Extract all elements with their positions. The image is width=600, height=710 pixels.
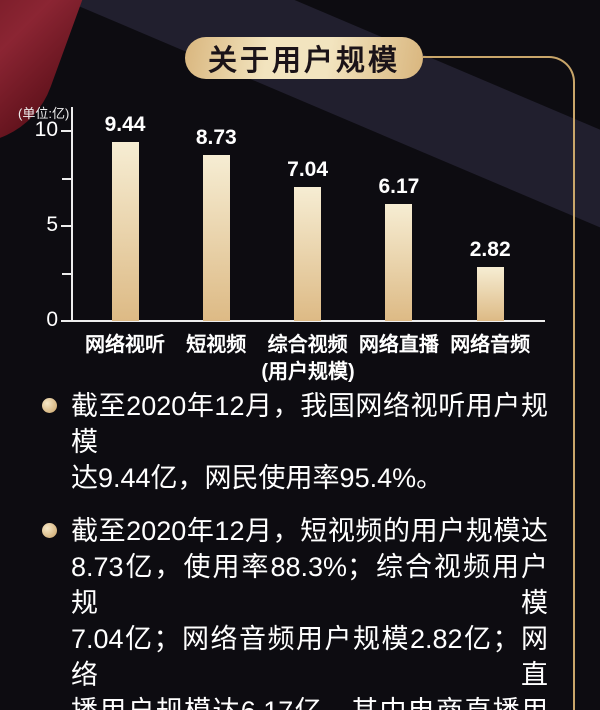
- bullet-text-line: 8.73亿，使用率88.3%；综合视频用户规模: [71, 552, 548, 618]
- gold-bullet-icon: [42, 398, 57, 413]
- section-title-pill: 关于用户规模: [185, 37, 423, 79]
- bar-value-label: 7.04: [287, 158, 329, 181]
- y-axis-tick: [61, 130, 72, 132]
- bullet-text-line: 达9.44亿，网民使用率95.4%。: [71, 463, 444, 493]
- x-axis-category-label: 短视频: [186, 334, 247, 356]
- chart-bar: [202, 155, 230, 321]
- bar-value-label: 6.17: [378, 175, 420, 198]
- chart-bar: [385, 204, 413, 321]
- x-axis-line: [71, 320, 545, 322]
- bullet-item: 截至2020年12月，我国网络视听用户规模达9.44亿，网民使用率95.4%。: [42, 388, 548, 496]
- bullet-text-line: 播用户规模达6.17亿，其中电商直播用户规: [71, 693, 548, 710]
- summary-bullets: 截至2020年12月，我国网络视听用户规模 达9.44亿，网民使用率95.4%。截…: [42, 388, 548, 710]
- chart-bar: [294, 187, 322, 321]
- bullet-item: 截至2020年12月，短视频的用户规模达 8.73亿，使用率88.3%；综合视频用…: [42, 513, 548, 710]
- x-axis-category-label: 综合视频: [267, 334, 348, 356]
- bullet-text-line: 7.04亿；网络音频用户规模2.82亿；网络直: [71, 624, 548, 690]
- gold-frame-line: [423, 56, 575, 710]
- y-axis-unit-label: (单位:亿): [18, 106, 70, 121]
- bar-value-label: 9.44: [104, 113, 146, 136]
- y-axis-tick: [61, 225, 72, 227]
- section-title: 关于用户规模: [207, 45, 400, 77]
- y-axis-tick-label: 10: [34, 118, 58, 141]
- x-axis-category-label: 网络视听: [85, 334, 165, 356]
- y-axis-line: [71, 107, 73, 322]
- bullet-text: 截至2020年12月，短视频的用户规模达 8.73亿，使用率88.3%；综合视频用…: [71, 513, 548, 710]
- bullet-text-line: 截至2020年12月，短视频的用户规模达: [71, 516, 548, 546]
- x-axis-sublabel: (用户规模): [261, 361, 355, 383]
- bar-value-label: 2.82: [469, 238, 511, 261]
- gold-bullet-icon: [42, 523, 57, 538]
- y-axis-minor-tick: [62, 177, 72, 180]
- y-axis-tick-label: 0: [46, 308, 58, 331]
- y-axis-tick: [61, 320, 72, 322]
- y-axis-minor-tick: [62, 272, 72, 275]
- bullet-text-line: 截至2020年12月，我国网络视听用户规模: [71, 391, 548, 457]
- y-axis-tick-label: 5: [46, 213, 58, 236]
- chart-bar: [111, 142, 139, 321]
- chart-bar: [476, 267, 504, 321]
- x-axis-category-label: 网络直播: [358, 334, 439, 356]
- bullet-text: 截至2020年12月，我国网络视听用户规模达9.44亿，网民使用率95.4%。: [71, 388, 548, 496]
- x-axis-category-label: 网络音频: [450, 334, 531, 356]
- bar-value-label: 8.73: [195, 126, 237, 149]
